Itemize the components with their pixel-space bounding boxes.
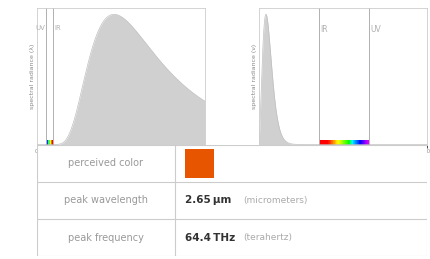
X-axis label: wavelength (nm): wavelength (nm) xyxy=(91,155,150,162)
Bar xyxy=(328,140,329,145)
Bar xyxy=(354,140,355,145)
Bar xyxy=(332,140,333,145)
Bar xyxy=(355,140,356,145)
Bar xyxy=(184,149,214,178)
Bar xyxy=(325,140,326,145)
Text: peak wavelength: peak wavelength xyxy=(64,196,147,205)
Bar xyxy=(331,140,332,145)
Y-axis label: spectral radiance (λ): spectral radiance (λ) xyxy=(30,44,35,109)
Bar xyxy=(368,140,369,145)
Bar xyxy=(361,140,362,145)
Bar xyxy=(347,140,348,145)
Text: IR: IR xyxy=(319,25,327,34)
Bar xyxy=(367,140,368,145)
Bar xyxy=(329,140,330,145)
Text: peak frequency: peak frequency xyxy=(68,233,144,243)
Text: (terahertz): (terahertz) xyxy=(243,233,292,242)
Bar xyxy=(344,140,345,145)
Bar xyxy=(326,140,327,145)
Text: (micrometers): (micrometers) xyxy=(243,196,307,205)
Y-axis label: spectral radiance (ν): spectral radiance (ν) xyxy=(252,44,257,109)
X-axis label: frequency (THz): frequency (THz) xyxy=(314,155,370,162)
Bar xyxy=(362,140,363,145)
Bar xyxy=(318,140,319,145)
Bar xyxy=(348,140,349,145)
Bar xyxy=(334,140,335,145)
Bar xyxy=(324,140,325,145)
Bar xyxy=(365,140,366,145)
Bar xyxy=(338,140,339,145)
Bar xyxy=(358,140,359,145)
Bar xyxy=(353,140,354,145)
Bar xyxy=(360,140,361,145)
Bar xyxy=(363,140,364,145)
Bar xyxy=(319,140,320,145)
Bar xyxy=(340,140,341,145)
Bar xyxy=(337,140,338,145)
Text: perceived color: perceived color xyxy=(68,158,143,168)
Bar xyxy=(346,140,347,145)
Bar xyxy=(323,140,324,145)
Bar xyxy=(359,140,360,145)
Text: IR: IR xyxy=(54,25,61,31)
Bar xyxy=(341,140,342,145)
Text: 64.4 THz: 64.4 THz xyxy=(184,233,234,243)
Bar xyxy=(351,140,352,145)
Bar xyxy=(366,140,367,145)
Bar xyxy=(327,140,328,145)
Bar xyxy=(335,140,336,145)
Bar xyxy=(320,140,321,145)
Bar xyxy=(364,140,365,145)
Bar xyxy=(349,140,350,145)
Bar xyxy=(343,140,344,145)
Bar xyxy=(352,140,353,145)
Bar xyxy=(333,140,334,145)
Bar xyxy=(357,140,358,145)
Text: UV: UV xyxy=(35,25,45,31)
Bar xyxy=(336,140,337,145)
Bar xyxy=(356,140,357,145)
Bar xyxy=(339,140,340,145)
Bar xyxy=(330,140,331,145)
Text: UV: UV xyxy=(370,25,381,34)
Text: 2.65 µm: 2.65 µm xyxy=(184,196,230,205)
Bar xyxy=(321,140,322,145)
Bar xyxy=(350,140,351,145)
Bar xyxy=(342,140,343,145)
Bar xyxy=(322,140,323,145)
Bar xyxy=(345,140,346,145)
